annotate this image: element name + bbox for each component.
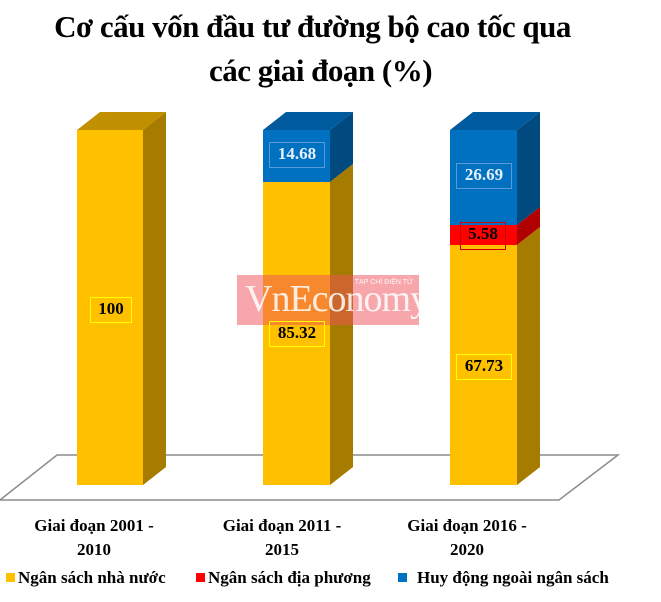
data-label-bar3-state: 67.73 — [456, 354, 512, 380]
bar-2016-2020 — [450, 112, 540, 485]
chart-title-line-1: Cơ cấu vốn đầu tư đường bộ cao tốc qua — [54, 9, 571, 44]
x-tick-label-1-line-1: Giai đoạn 2001 - — [34, 516, 154, 535]
x-tick-label-2-line-2: 2015 — [265, 540, 299, 559]
legend-swatch-red — [196, 573, 205, 582]
legend-swatch-yellow — [6, 573, 15, 582]
legend-item-off-budget: Huy động ngoài ngân sách — [398, 568, 609, 588]
data-label-bar3-external: 26.69 — [456, 163, 512, 189]
legend-item-state-budget: Ngân sách nhà nước — [6, 568, 166, 588]
legend-label: Ngân sách địa phương — [208, 568, 371, 587]
data-label-bar3-local: 5.58 — [460, 222, 506, 250]
legend-label: Ngân sách nhà nước — [18, 568, 166, 587]
chart-legend: Ngân sách nhà nước Ngân sách địa phương … — [0, 568, 661, 592]
x-tick-label-3-line-1: Giai đoạn 2016 - — [407, 516, 527, 535]
data-label-bar2-state: 85.32 — [269, 321, 325, 347]
legend-label: Huy động ngoài ngân sách — [417, 568, 609, 587]
x-tick-label-2: Giai đoạn 2011 - 2015 — [192, 514, 372, 562]
legend-swatch-blue — [398, 573, 407, 582]
x-tick-label-3: Giai đoạn 2016 - 2020 — [377, 514, 557, 562]
data-label-bar1-state: 100 — [90, 297, 132, 323]
chart-title-line-2: các giai đoạn (%) — [208, 53, 433, 88]
x-tick-label-3-line-2: 2020 — [450, 540, 484, 559]
x-tick-label-1: Giai đoạn 2001 - 2010 — [4, 514, 184, 562]
legend-item-local-budget: Ngân sách địa phương — [196, 568, 371, 588]
watermark: TẠP CHÍ ĐIỆN TỬ VnEconomy — [237, 275, 429, 325]
bar-2001-2010 — [77, 112, 166, 485]
x-tick-label-2-line-1: Giai đoạn 2011 - — [222, 516, 342, 535]
watermark-subtext: TẠP CHÍ ĐIỆN TỬ — [354, 279, 413, 286]
data-label-bar2-external: 14.68 — [269, 142, 325, 168]
watermark-text: VnEconomy — [245, 278, 429, 320]
x-tick-label-1-line-2: 2010 — [77, 540, 111, 559]
